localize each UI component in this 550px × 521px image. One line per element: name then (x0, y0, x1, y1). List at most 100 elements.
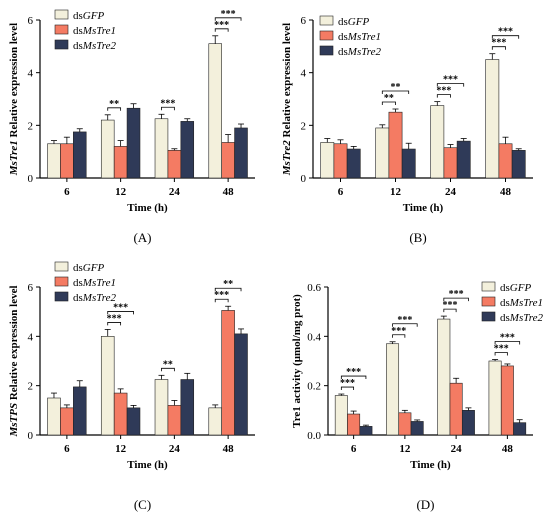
legend-swatch (319, 30, 334, 41)
bar (333, 143, 348, 179)
bar (221, 142, 235, 179)
y-tick-label: 4 (301, 68, 307, 80)
bar (513, 422, 527, 436)
bar (60, 143, 74, 179)
x-tick-label: 6 (64, 443, 70, 455)
bar (60, 407, 74, 436)
y-axis-label: MsTre1 Relative expression level (8, 23, 20, 176)
legend-gene: MsTre2 (347, 46, 382, 58)
y-tick-label: 0.4 (307, 331, 321, 343)
bar (100, 119, 115, 179)
x-tick-label: 48 (223, 443, 235, 455)
legend-prefix: ds (338, 31, 348, 43)
bar (154, 118, 169, 179)
panel-label: (A) (133, 230, 151, 245)
bar (511, 150, 526, 179)
y-tick-label: 0.2 (307, 381, 321, 393)
x-tick-label: 12 (115, 186, 127, 198)
significance-bracket (107, 322, 122, 326)
legend-swatch (54, 291, 69, 302)
significance-label: *** (498, 27, 513, 38)
legend-label: dsGFP (73, 262, 104, 274)
legend-prefix: ds (73, 25, 83, 37)
x-tick-label: 24 (169, 443, 181, 455)
y-axis-label-text: Relative expression level (8, 285, 20, 402)
bar (100, 336, 115, 436)
significance-label: *** (443, 75, 458, 86)
y-tick-label: 4 (28, 68, 34, 80)
legend-label: dsGFP (73, 10, 104, 22)
legend-label: dsMsTre1 (500, 297, 543, 309)
bar (47, 143, 61, 179)
legend-gene: GFP (83, 10, 105, 22)
bar (334, 395, 348, 436)
y-axis-label-gene: MsTPS (8, 403, 20, 438)
legend-prefix: ds (73, 292, 83, 304)
bar (208, 43, 222, 179)
significance-label: ** (223, 279, 233, 290)
legend-label: dsMsTre2 (500, 312, 543, 324)
legend-gene: MsTre1 (509, 297, 543, 309)
y-axis-label-gene: MsTre1 (8, 140, 20, 176)
bar (359, 426, 373, 436)
significance-bracket (381, 101, 396, 106)
bar (456, 140, 471, 179)
legend-label: dsMsTre2 (338, 46, 381, 58)
significance-label: ** (163, 359, 173, 370)
y-axis-label: Tre1 activity (μmol/mg prot) (291, 294, 303, 428)
significance-label: *** (494, 344, 509, 355)
y-tick-label: 0 (301, 173, 307, 185)
significance-bracket (214, 298, 229, 303)
legend-label: dsGFP (338, 16, 369, 28)
x-tick-label: 12 (399, 443, 411, 455)
legend-swatch (481, 281, 496, 292)
legend-swatch (319, 45, 334, 56)
x-axis-label: Time (h) (127, 459, 168, 471)
x-axis-label: Time (h) (127, 202, 168, 214)
legend-prefix: ds (73, 262, 83, 274)
x-tick-label: 6 (351, 443, 357, 455)
x-tick-label: 6 (338, 186, 344, 198)
significance-label: *** (107, 313, 122, 324)
x-tick-label: 24 (169, 186, 181, 198)
y-tick-label: 4 (28, 331, 34, 343)
bar (221, 310, 235, 436)
significance-bracket (107, 311, 134, 315)
significance-bracket (491, 46, 506, 50)
significance-label: ** (391, 82, 401, 93)
y-axis-label-text: Tre1 activity (μmol/mg prot) (291, 294, 303, 428)
bar (437, 318, 451, 436)
significance-bracket (443, 297, 469, 302)
legend-swatch (319, 15, 334, 26)
panel-d: 0.00.20.40.66 12 24 48*********************… (291, 281, 543, 512)
y-tick-label: 0.0 (307, 430, 321, 442)
y-tick-label: 2 (301, 120, 307, 132)
bar (430, 105, 445, 179)
legend-gene: MsTre1 (347, 31, 381, 43)
legend-swatch (54, 24, 69, 35)
legend-prefix: ds (73, 40, 83, 52)
bar (167, 405, 182, 436)
significance-bracket (443, 308, 457, 313)
significance-bracket (494, 341, 521, 345)
y-axis-label-gene: MsTre2 (281, 140, 293, 177)
bar (500, 365, 514, 436)
bar (167, 150, 182, 179)
panel-label: (B) (409, 230, 426, 245)
legend-label: dsMsTre2 (73, 40, 116, 52)
panel-label: (C) (134, 497, 151, 512)
bar (498, 143, 513, 179)
significance-bracket (214, 287, 242, 292)
significance-label: *** (442, 300, 457, 311)
legend-gene: MsTre1 (82, 277, 116, 289)
legend-prefix: ds (500, 297, 510, 309)
legend-swatch (481, 296, 496, 307)
significance-label: *** (500, 333, 515, 344)
bar (180, 379, 195, 436)
y-tick-label: 6 (28, 282, 34, 294)
significance-bracket (214, 28, 229, 32)
